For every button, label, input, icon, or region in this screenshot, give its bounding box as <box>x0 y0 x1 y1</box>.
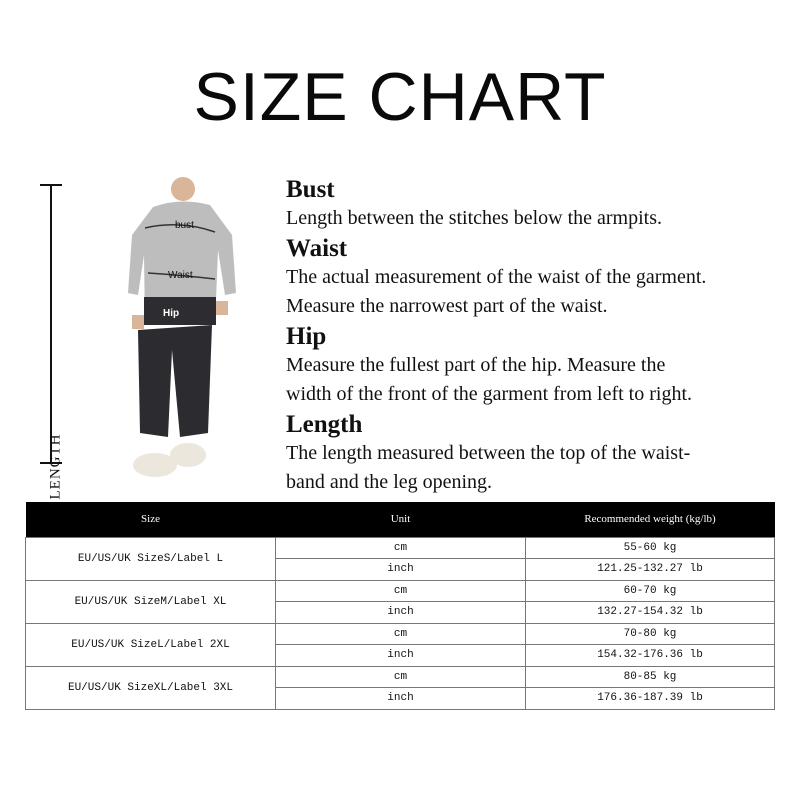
table-row: inch 176.36-187.39 lb <box>26 687 775 710</box>
unit-cell: cm <box>275 622 526 645</box>
section-text: Measure the fullest part of the hip. Mea… <box>286 354 666 376</box>
length-section: Length The length measured between the t… <box>286 411 786 497</box>
header-unit: Unit <box>275 502 526 537</box>
weight-cell: 176.36-187.39 lb <box>525 687 775 710</box>
size-table: Size Unit Recommended weight (kg/lb) EU/… <box>25 502 775 710</box>
unit-cell: inch <box>275 687 526 710</box>
unit-cell: cm <box>275 579 526 602</box>
size-cell: EU/US/UK SizeS/Label L <box>25 536 276 581</box>
weight-cell: 80-85 kg <box>525 665 775 688</box>
weight-cell: 55-60 kg <box>525 536 775 559</box>
unit-cell: cm <box>275 536 526 559</box>
section-heading: Waist <box>286 235 348 262</box>
page-title: SIZE CHART <box>193 59 607 135</box>
table-row: EU/US/UK SizeM/Label XL cm 60-70 kg <box>25 579 775 624</box>
section-text: Length between the stitches below the ar… <box>286 207 663 229</box>
waist-section: Waist The actual measurement of the wais… <box>286 235 786 321</box>
weight-cell: 121.25-132.27 lb <box>525 558 775 581</box>
section-text: band and the leg opening. <box>286 471 493 493</box>
header-weight: Recommended weight (kg/lb) <box>525 502 775 537</box>
size-cell: EU/US/UK SizeL/Label 2XL <box>25 622 276 667</box>
weight-cell: 132.27-154.32 lb <box>525 601 775 624</box>
table-row: inch 132.27-154.32 lb <box>26 601 775 624</box>
size-cell: EU/US/UK SizeM/Label XL <box>25 579 276 624</box>
section-heading: Bust <box>286 176 335 203</box>
bust-tag: bust <box>175 220 194 231</box>
unit-cell: inch <box>275 601 526 624</box>
section-heading: Hip <box>286 323 327 350</box>
table-row: EU/US/UK SizeL/Label 2XL cm 70-80 kg <box>25 622 775 667</box>
section-text: Measure the narrowest part of the waist. <box>286 295 608 317</box>
section-text: The length measured between the top of t… <box>286 442 691 464</box>
size-cell: EU/US/UK SizeXL/Label 3XL <box>25 665 276 710</box>
model-illustration: bust Waist Hip <box>40 177 236 477</box>
unit-cell: cm <box>275 665 526 688</box>
weight-cell: 60-70 kg <box>525 579 775 602</box>
hip-section: Hip Measure the fullest part of the hip.… <box>286 323 786 409</box>
bust-section: Bust Length between the stitches below t… <box>286 176 786 233</box>
hip-tag: Hip <box>163 308 179 319</box>
unit-cell: inch <box>275 644 526 667</box>
unit-cell: inch <box>275 558 526 581</box>
waist-tag: Waist <box>168 270 193 281</box>
header-size: Size <box>25 502 276 537</box>
table-row: EU/US/UK SizeXL/Label 3XL cm 80-85 kg <box>25 665 775 710</box>
section-heading: Length <box>286 411 363 438</box>
weight-cell: 70-80 kg <box>525 622 775 645</box>
weight-cell: 154.32-176.36 lb <box>525 644 775 667</box>
section-text: The actual measurement of the waist of t… <box>286 266 707 288</box>
section-text: width of the front of the garment from l… <box>286 383 693 405</box>
model-figure: bust Waist Hip LENGTH <box>20 175 270 500</box>
